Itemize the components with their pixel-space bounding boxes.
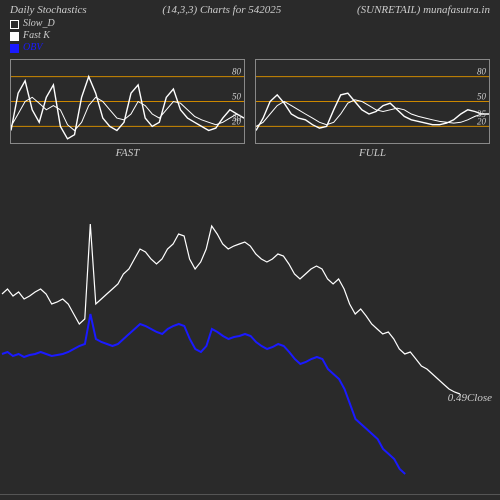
title-left: Daily Stochastics xyxy=(10,4,87,16)
legend-fast-k: Fast K xyxy=(10,30,490,42)
full-panel: 80502035 FULL xyxy=(255,59,490,159)
full-chart-area: 80502035 xyxy=(255,59,490,144)
svg-text:80: 80 xyxy=(232,67,242,77)
fast-chart-area: 80502030 xyxy=(10,59,245,144)
svg-text:50: 50 xyxy=(232,92,242,102)
stochastics-row: 80502030 FAST 80502035 FULL xyxy=(0,54,500,159)
close-label: 0.49Close xyxy=(448,392,492,404)
main-chart: 0.49Close xyxy=(0,174,500,484)
legend-obv: OBV xyxy=(10,42,490,54)
legend: Slow_D Fast K OBV xyxy=(0,18,500,54)
legend-box-icon xyxy=(10,44,19,53)
svg-text:35: 35 xyxy=(476,109,487,119)
full-label: FULL xyxy=(255,147,490,159)
title-right: (SUNRETAIL) munafasutra.in xyxy=(357,4,490,16)
legend-slow-d: Slow_D xyxy=(10,18,490,30)
chart-header: Daily Stochastics (14,3,3) Charts for 54… xyxy=(0,0,500,18)
svg-text:30: 30 xyxy=(231,113,242,123)
svg-text:80: 80 xyxy=(477,67,487,77)
svg-text:50: 50 xyxy=(477,92,487,102)
bottom-separator xyxy=(0,494,500,495)
fast-label: FAST xyxy=(10,147,245,159)
legend-box-icon xyxy=(10,20,19,29)
title-center: (14,3,3) Charts for 542025 xyxy=(162,4,281,16)
fast-panel: 80502030 FAST xyxy=(10,59,245,159)
legend-box-icon xyxy=(10,32,19,41)
